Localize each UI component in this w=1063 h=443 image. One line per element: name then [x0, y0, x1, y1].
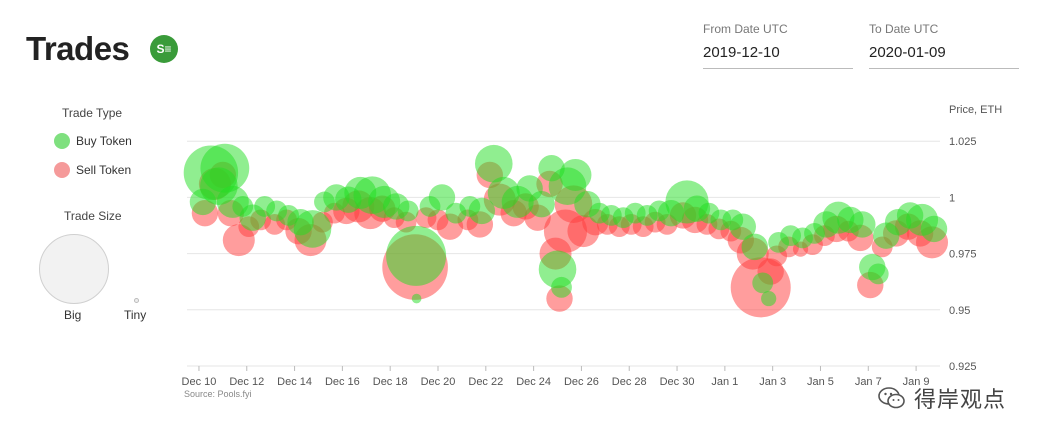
- x-tick-label: Dec 30: [660, 376, 695, 388]
- x-tick-label: Dec 12: [229, 376, 264, 388]
- buy-trade-bubble: [849, 211, 876, 238]
- y-tick-label: 1: [949, 192, 955, 204]
- to-date-field[interactable]: To Date UTC 2020-01-09: [869, 22, 1019, 69]
- watermark-text: 得岸观点: [914, 387, 1007, 412]
- y-tick-label: 1.025: [949, 136, 977, 148]
- x-tick-label: Dec 26: [564, 376, 599, 388]
- buy-trade-bubble: [920, 215, 948, 243]
- buy-trade-bubble: [397, 200, 419, 222]
- buy-trade-bubble: [411, 293, 422, 304]
- buy-trade-bubble: [551, 276, 572, 298]
- y-tick-label: 0.925: [949, 361, 977, 373]
- size-big-swatch: [39, 234, 109, 304]
- x-tick-label: Dec 18: [373, 376, 408, 388]
- trade-size-title: Trade Size: [64, 209, 122, 223]
- buy-trade-bubble: [386, 225, 447, 286]
- x-tick-label: Jan 1: [711, 376, 738, 388]
- buy-token-label: Buy Token: [76, 134, 132, 148]
- x-tick-label: Jan 3: [759, 376, 786, 388]
- buy-trade-bubble: [428, 184, 456, 211]
- brand-logo: S≡: [150, 35, 178, 63]
- x-tick-label: Dec 28: [612, 376, 647, 388]
- buy-trade-bubble: [729, 213, 756, 240]
- to-date-label: To Date UTC: [869, 22, 939, 36]
- sell-token-label: Sell Token: [76, 163, 132, 177]
- buy-trade-bubble: [468, 197, 496, 225]
- buy-trade-bubble: [867, 263, 889, 285]
- watermark: 得岸观点: [878, 382, 1006, 414]
- buy-trade-bubble: [761, 290, 777, 307]
- y-tick-label: 0.95: [949, 305, 970, 317]
- to-date-input[interactable]: 2020-01-09: [869, 44, 1019, 69]
- buy-trade-bubble: [741, 233, 768, 261]
- x-tick-label: Jan 5: [807, 376, 834, 388]
- size-big-label: Big: [64, 308, 82, 322]
- from-date-label: From Date UTC: [703, 22, 788, 36]
- trade-type-title: Trade Type: [62, 106, 123, 120]
- buy-trade-bubble: [559, 158, 592, 191]
- buy-token-swatch: [54, 133, 70, 149]
- source-note: Source: Pools.fyi: [184, 389, 252, 399]
- y-axis-label: Price, ETH: [949, 104, 1002, 116]
- x-tick-label: Jan 9: [903, 376, 930, 388]
- buy-trade-bubble: [200, 143, 250, 193]
- buy-trade-bubble: [752, 272, 774, 294]
- x-tick-label: Dec 20: [421, 376, 456, 388]
- y-tick-label: 0.975: [949, 249, 977, 261]
- legend-buy-token[interactable]: Buy Token: [54, 133, 132, 149]
- x-tick-label: Dec 24: [516, 376, 551, 388]
- page-title: Trades: [26, 30, 130, 67]
- x-tick-label: Dec 22: [468, 376, 503, 388]
- x-tick-label: Jan 7: [855, 376, 882, 388]
- sell-token-swatch: [54, 162, 70, 178]
- size-tiny-label: Tiny: [124, 308, 147, 322]
- buy-trade-bubble: [293, 210, 332, 248]
- from-date-field[interactable]: From Date UTC 2019-12-10: [703, 22, 853, 69]
- x-tick-label: Dec 14: [277, 376, 312, 388]
- x-tick-label: Dec 10: [182, 376, 217, 388]
- buy-trade-bubble: [528, 190, 555, 218]
- buy-trade-bubble: [474, 144, 513, 183]
- wechat-icon: [878, 387, 905, 409]
- size-tiny-swatch: [134, 298, 139, 303]
- from-date-input[interactable]: 2019-12-10: [703, 44, 853, 69]
- x-tick-label: Dec 16: [325, 376, 360, 388]
- legend-sell-token[interactable]: Sell Token: [54, 162, 131, 178]
- trades-scatter-chart[interactable]: 1.025 1 0.975 0.95 0.925 Price, ETH Dec 10 Dec …: [0, 0, 1063, 400]
